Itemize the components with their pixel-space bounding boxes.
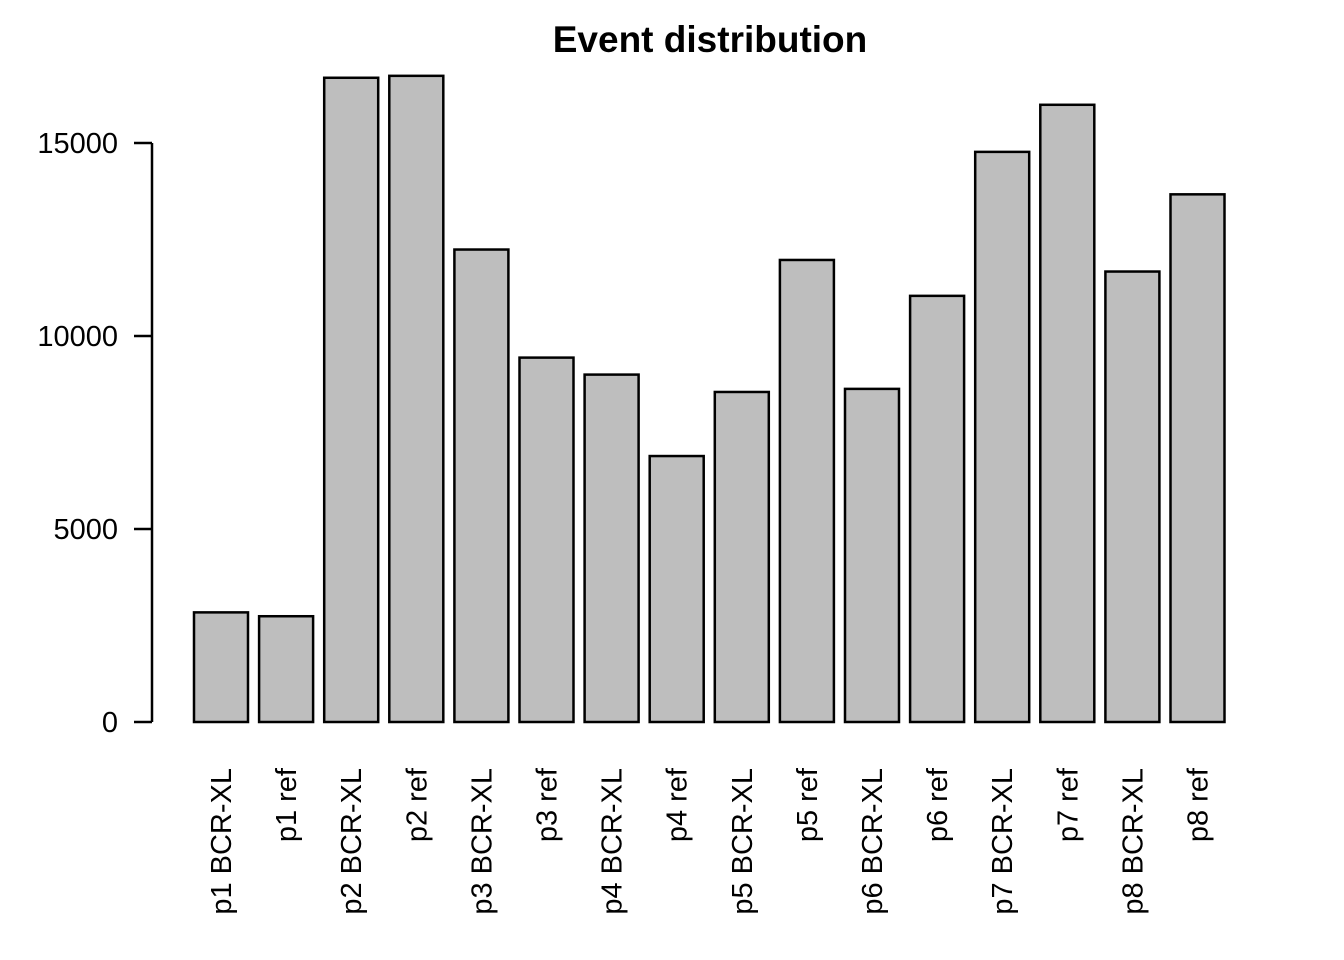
bar [322, 76, 380, 724]
x-tick-label: p6 ref [922, 767, 954, 842]
y-tick-label: 10000 [37, 321, 118, 353]
bar [1104, 270, 1161, 724]
x-tick-label: p6 BCR-XL [857, 768, 889, 915]
x-tick-label: p3 BCR-XL [466, 768, 498, 915]
x-tick-label: p1 BCR-XL [206, 768, 238, 915]
bar [713, 390, 771, 724]
x-tick-label: p8 BCR-XL [1117, 768, 1149, 915]
x-tick-label: p7 BCR-XL [987, 768, 1019, 915]
x-tick-label: p5 BCR-XL [727, 768, 759, 915]
bar [583, 373, 640, 724]
bar [192, 611, 250, 724]
bar [648, 454, 705, 724]
x-tick-labels: p1 BCR-XL p1 ref p2 BCR-XL p2 ref p3 BCR-XL p… [206, 767, 1215, 915]
x-tick-label: p7 ref [1052, 767, 1084, 842]
x-tick-label: p4 BCR-XL [597, 768, 629, 915]
bar [778, 258, 836, 724]
bar [1169, 193, 1226, 724]
y-tick-label: 0 [102, 707, 118, 739]
bar [453, 248, 510, 724]
y-tick-label: 15000 [37, 128, 118, 160]
chart-title: Event distribution [553, 19, 868, 60]
x-tick-label: p3 ref [532, 767, 564, 842]
x-tick-label: p2 BCR-XL [336, 768, 368, 915]
x-tick-label: p8 ref [1183, 767, 1215, 842]
bar [518, 356, 575, 724]
bar [257, 614, 315, 724]
x-tick-label: p5 ref [792, 767, 824, 842]
bar [388, 74, 445, 724]
y-tick-label: 5000 [53, 514, 118, 546]
x-tick-label: p1 ref [271, 767, 303, 842]
x-tick-label: p2 ref [401, 767, 433, 842]
bar [843, 387, 901, 724]
y-axis: 0 5000 10000 15000 [37, 128, 154, 739]
bar [908, 294, 966, 724]
x-tick-label: p4 ref [662, 767, 694, 842]
bars-group [192, 74, 1226, 724]
bar [973, 150, 1031, 724]
bar [1039, 103, 1096, 724]
